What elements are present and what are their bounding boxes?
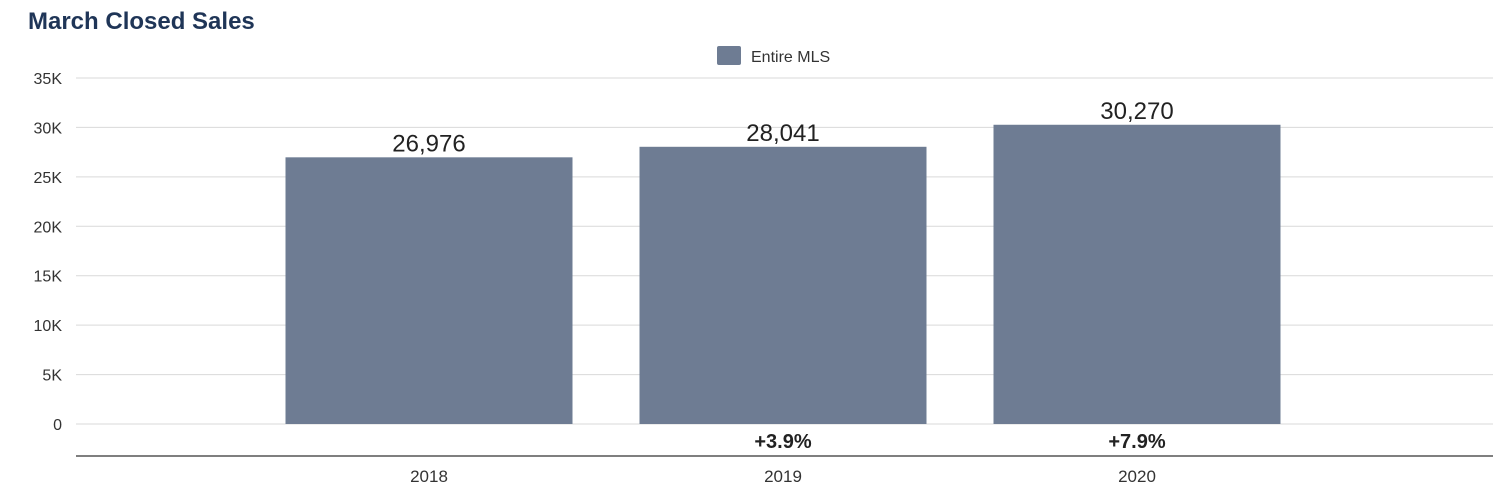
- y-tick-label: 25K: [34, 170, 63, 187]
- value-label-2019: 28,041: [746, 120, 819, 147]
- y-tick-label: 0: [53, 417, 62, 434]
- chart-title: March Closed Sales: [28, 8, 255, 35]
- x-tick-label-2020: 2020: [1118, 467, 1156, 486]
- y-tick-label: 5K: [42, 368, 62, 385]
- y-tick-label: 30K: [34, 120, 63, 137]
- value-label-2018: 26,976: [392, 130, 465, 157]
- legend-label: Entire MLS: [751, 49, 830, 66]
- change-label-2020: +7.9%: [1108, 431, 1165, 453]
- x-axis: 2018 2019 2020: [76, 455, 1493, 486]
- x-tick-label-2019: 2019: [764, 467, 802, 486]
- bar-2020[interactable]: [993, 124, 1281, 424]
- y-tick-label: 20K: [34, 219, 63, 236]
- bars: 26,976 28,041 +3.9% 30,270 +7.9%: [285, 98, 1281, 453]
- y-tick-label: 15K: [34, 269, 63, 286]
- x-tick-label-2018: 2018: [410, 467, 448, 486]
- y-axis: 0 5K 10K 15K 20K 25K 30K 35K: [34, 71, 63, 434]
- value-label-2020: 30,270: [1100, 98, 1173, 125]
- legend: Entire MLS: [717, 46, 830, 66]
- bar-2018[interactable]: [285, 157, 573, 424]
- y-tick-label: 10K: [34, 318, 63, 335]
- legend-swatch: [717, 46, 741, 65]
- bar-2019[interactable]: [639, 146, 927, 425]
- change-label-2019: +3.9%: [754, 431, 811, 453]
- y-tick-label: 35K: [34, 71, 63, 88]
